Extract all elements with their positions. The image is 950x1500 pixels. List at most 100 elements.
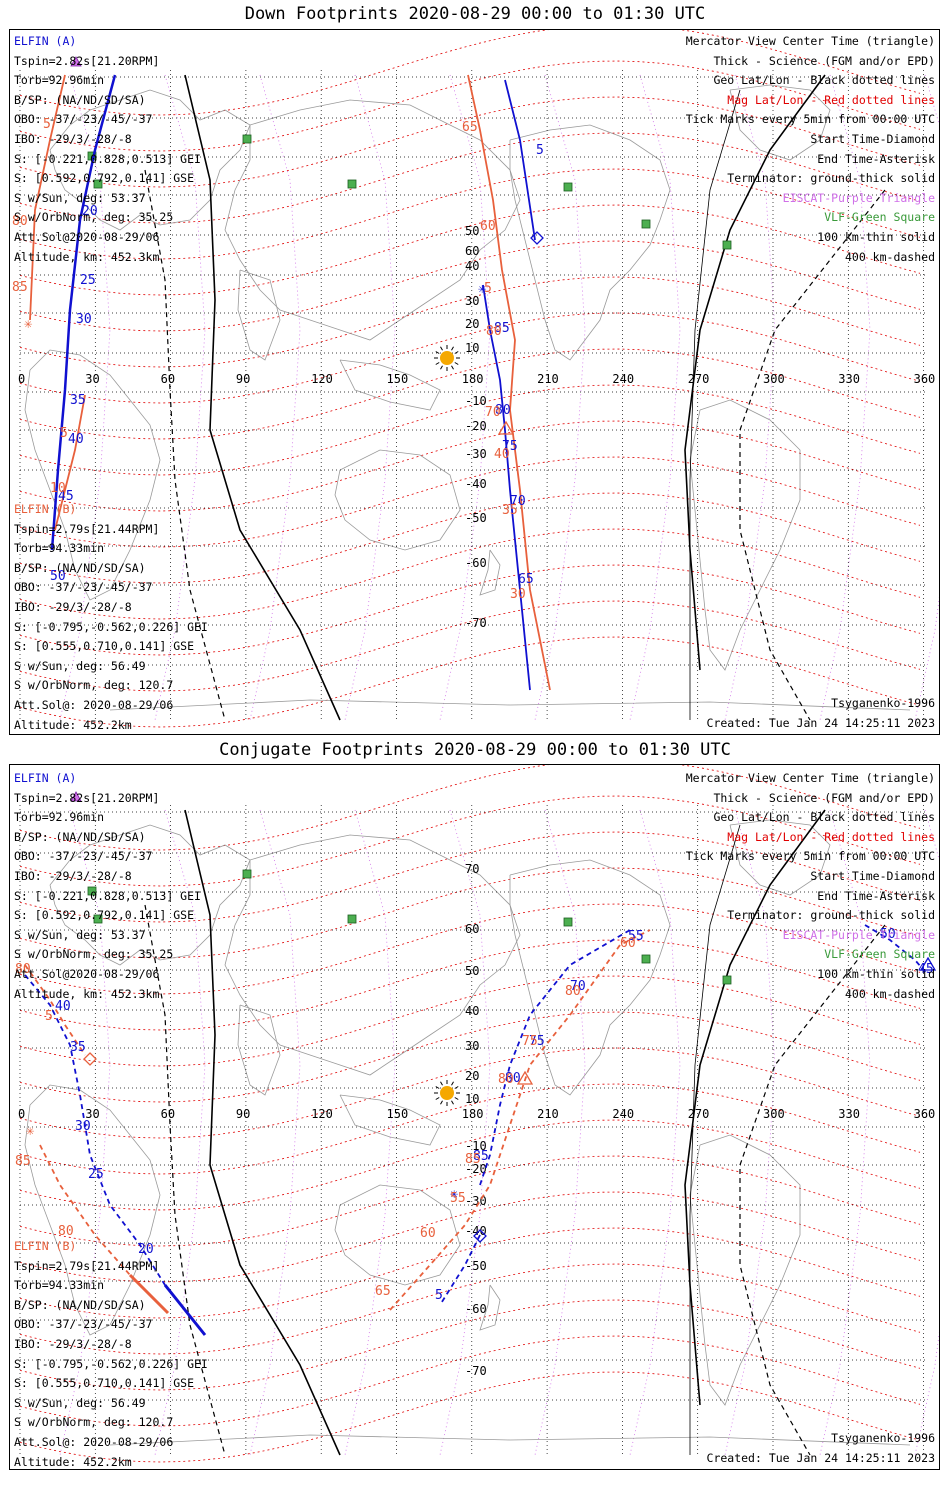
info-line: OBO: -37/-23/-45/-37 — [14, 849, 153, 864]
mag-latitude — [19, 765, 921, 851]
lat-tick-label: -20 — [465, 1162, 487, 1176]
lon-tick-label: 150 — [387, 1107, 409, 1121]
start-diamond — [473, 1229, 487, 1243]
mag-meridian — [819, 74, 871, 721]
legend-item: End Time-Asterisk — [817, 151, 935, 166]
legend-item: Start Time-Diamond — [810, 131, 935, 146]
info-line: IBO: -29/3/-28/-8 — [14, 868, 132, 883]
lat-tick-label: 50 — [465, 964, 479, 978]
info-line: S w/OrbNorm, deg: 35.25 — [14, 210, 174, 225]
legend-item: Tick Marks every 5min from 00:00 UTC — [685, 112, 935, 127]
info-line: B/SP: (NA/ND/SD/SA) — [14, 92, 146, 107]
landmass — [334, 449, 461, 551]
mag-meridian — [914, 809, 939, 1456]
track-tick-label: 80 — [12, 214, 28, 229]
track-tick-label: 50 — [880, 927, 896, 942]
terminator-400km — [144, 169, 226, 721]
mag-latitude — [19, 636, 921, 728]
info-line: OBO: -37/-23/-45/-37 — [14, 112, 153, 127]
track-tick-label: 65 — [518, 572, 534, 587]
landmass — [237, 1004, 281, 1096]
info-line: Torb=94.33min — [14, 541, 105, 556]
sun-disc — [440, 1086, 454, 1100]
landmass — [479, 549, 501, 596]
sun-icon — [434, 345, 460, 371]
mag-latitude — [19, 975, 921, 1067]
mag-meridian — [534, 74, 586, 721]
mag-meridian — [439, 809, 491, 1456]
track-tick-label: 10 — [50, 481, 66, 496]
track-tick-label: 50 — [50, 569, 66, 584]
sun-icon — [434, 1080, 460, 1106]
mag-latitude — [19, 528, 921, 620]
info-line: S: [-0.221,0.828,0.513] GEI — [14, 888, 201, 903]
map-frame-down: 0 30 60 90 120 150 180 210 240 270 300 330 360 60 50 40… — [9, 29, 940, 735]
lat-tick-label: -60 — [465, 556, 487, 570]
mag-meridian — [819, 809, 871, 1456]
mag-latitude — [19, 1371, 921, 1463]
info-line: S: [-0.795,-0.562,0.226] GEI — [14, 1356, 208, 1371]
info-line: S w/Sun, deg: 56.49 — [14, 1395, 146, 1410]
elfin-b-label: ELFIN (B) — [14, 502, 77, 516]
info-line: Tspin=2.82s[21.20RPM] — [14, 53, 160, 68]
eiscat-marker — [70, 791, 82, 802]
mag-latitude — [19, 96, 921, 188]
mag-latitude — [19, 1299, 921, 1391]
terminator-400km — [739, 924, 886, 1456]
vlf-station-marker — [93, 914, 103, 924]
map-legend: Mercator View Center Time (triangle) Thi… — [686, 769, 935, 1004]
info-line: S w/OrbNorm, deg: 120.7 — [14, 1415, 174, 1430]
lon-tick-label: 360 — [914, 1107, 936, 1121]
info-line: Torb=92.96min — [14, 73, 105, 88]
lat-tick-label: -40 — [465, 477, 487, 491]
elfin-b-track-west — [29, 74, 66, 321]
info-line: Tspin=2.82s[21.20RPM] — [14, 790, 160, 805]
mag-latitude — [19, 600, 921, 692]
mag-meridian — [914, 74, 939, 721]
info-line: Tspin=2.79s[21.44RPM] — [14, 521, 160, 536]
mag-meridian — [724, 74, 776, 721]
terminator-ground — [184, 809, 341, 1456]
legend-item: Mercator View Center Time (triangle) — [685, 34, 935, 48]
mag-grid — [19, 765, 921, 1463]
lat-tick-label: 10 — [465, 1092, 479, 1106]
lat-tick-label: -40 — [465, 1224, 487, 1238]
mag-latitude — [19, 348, 921, 440]
vlf-station-marker — [722, 240, 732, 250]
landmass — [49, 824, 251, 966]
info-line: OBO: -37/-23/-45/-37 — [14, 1317, 153, 1332]
mag-meridian — [344, 74, 396, 721]
vlf-station-marker — [722, 975, 732, 985]
legend-item: 100 km-thin solid — [817, 229, 935, 244]
lat-tick-label: 60 — [465, 244, 479, 258]
elfin-a-info: ELFIN (A) Tspin=2.82s[21.20RPM] Torb=92.… — [14, 32, 201, 267]
map-canvas-conjugate: 0 30 60 90 120 150 180 210 240 270 300 330 360 70 60 50… — [15, 765, 939, 1463]
model-label: Tsyganenko-1996 — [831, 696, 935, 710]
lat-tick-label: -60 — [465, 1302, 487, 1316]
track-tick-label: 80 — [15, 962, 31, 977]
info-line: Altitude, km: 452.3km — [14, 986, 160, 1001]
info-line: S: [0.555,0.710,0.141] GSE — [14, 639, 195, 654]
vlf-station-marker — [641, 954, 651, 964]
sun-ray — [454, 1086, 459, 1089]
mag-latitude — [19, 831, 921, 923]
lat-tick-label: 30 — [465, 294, 479, 308]
lon-tick-label: 120 — [311, 372, 333, 386]
lat-tick-label: 40 — [465, 259, 479, 273]
lat-tick-label: -20 — [465, 419, 487, 433]
terminator-400km — [739, 189, 886, 721]
vlf-station-marker — [242, 869, 252, 879]
model-label: Tsyganenko-1996 — [831, 1431, 935, 1445]
end-asterisk: ✳ — [450, 1186, 459, 1202]
lon-tick-label: 180 — [462, 372, 484, 386]
info-line: IBO: -29/3/-28/-8 — [14, 599, 132, 614]
elfin-b-track-east — [389, 929, 651, 1311]
elfin-a-label: ELFIN (A) — [14, 771, 77, 785]
lon-tick-label: 90 — [236, 372, 250, 386]
mag-latitude — [19, 1047, 921, 1139]
sun-ray — [440, 1081, 443, 1086]
lon-tick-label: 120 — [311, 1107, 333, 1121]
lon-tick-label: 210 — [537, 1107, 559, 1121]
lat-tick-label: 60 — [465, 922, 479, 936]
track-tick-label: 35 — [70, 1040, 86, 1055]
